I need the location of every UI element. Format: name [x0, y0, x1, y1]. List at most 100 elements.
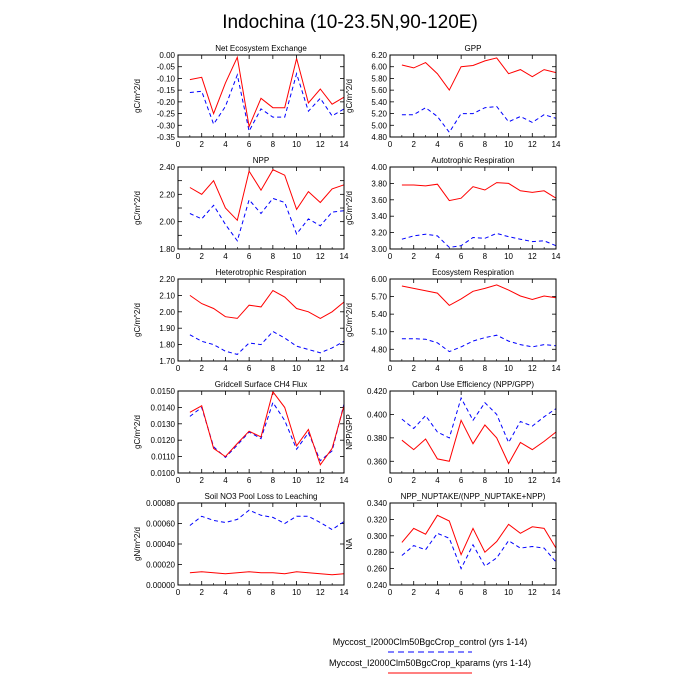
panel-9: NPP_NUPTAKE/(NPP_NUPTAKE+NPP) NA 0 2 4 6 8 10 12…: [345, 492, 561, 597]
x-tick-label: 4: [435, 476, 440, 485]
y-tick-label: 3.60: [371, 196, 387, 205]
x-tick-label: 2: [199, 252, 204, 261]
figure-title: Indochina (10-23.5N,90-120E): [222, 12, 478, 33]
y-tick-label: 0.320: [367, 515, 388, 524]
y-tick-label: -0.15: [157, 86, 176, 95]
y-tick-label: 4.80: [371, 133, 387, 142]
x-tick-label: 12: [528, 588, 537, 597]
plot-frame: [177, 390, 345, 474]
x-tick-label: 14: [340, 476, 349, 485]
plot-frame: [177, 54, 345, 138]
x-tick-label: 4: [223, 364, 228, 373]
x-tick-label: 6: [247, 588, 252, 597]
y-tick-label: 2.00: [159, 308, 175, 317]
x-tick-label: 12: [528, 364, 537, 373]
y-tick-label: 0.00000: [146, 581, 175, 590]
series-line-kparams: [189, 571, 345, 576]
y-tick-label: 0.0110: [151, 453, 175, 462]
y-tick-label: 0.0130: [151, 420, 176, 429]
series-line-kparams: [189, 169, 345, 222]
x-tick-label: 0: [176, 364, 181, 373]
y-tick-label: 2.00: [159, 218, 175, 227]
x-tick-label: 12: [528, 476, 537, 485]
plot-frame: [389, 502, 557, 586]
series-line-control: [401, 396, 557, 444]
y-tick-label: 0.00040: [146, 540, 175, 549]
plot-frame: [177, 278, 345, 362]
x-tick-label: 8: [483, 588, 488, 597]
x-tick-label: 8: [483, 476, 488, 485]
x-tick-label: 6: [459, 140, 464, 149]
y-tick-label: 3.80: [371, 179, 387, 188]
x-tick-label: 6: [247, 140, 252, 149]
x-tick-label: 6: [459, 588, 464, 597]
y-tick-label: 1.80: [159, 245, 175, 254]
legend-label-control: Myccost_I2000Clm50BgcCrop_control (yrs 1…: [333, 637, 528, 647]
x-tick-label: 6: [459, 364, 464, 373]
plot-frame: [389, 166, 557, 250]
y-tick-label: 0.00080: [146, 499, 175, 508]
y-tick-label: -0.30: [157, 121, 176, 130]
x-tick-label: 10: [292, 476, 301, 485]
y-tick-label: 5.80: [371, 74, 387, 83]
series-line-kparams: [401, 284, 557, 307]
panel-title: NPP: [253, 156, 269, 165]
panel-6: Gridcell Surface CH4 Flux gC/m^2/d 0 2 4 6 8 10…: [133, 380, 349, 485]
y-tick-label: 4.80: [371, 345, 387, 354]
panel-3: Autotrophic Respiration gC/m^2/d 0 2 4 6 8 10 12…: [345, 156, 561, 261]
x-tick-label: 8: [483, 364, 488, 373]
series-line-kparams: [401, 514, 557, 557]
x-tick-label: 14: [552, 364, 561, 373]
x-tick-label: 4: [435, 588, 440, 597]
x-tick-label: 0: [388, 140, 393, 149]
x-tick-label: 2: [411, 140, 416, 149]
y-tick-label: 0.340: [367, 499, 388, 508]
y-tick-label: 5.40: [371, 310, 387, 319]
y-tick-label: 1.80: [159, 341, 175, 350]
y-tick-label: 5.60: [371, 86, 387, 95]
y-tick-label: 0.0120: [151, 436, 176, 445]
plot-frame: [389, 390, 557, 474]
x-tick-label: 6: [247, 252, 252, 261]
panels-group: Net Ecosystem Exchange gC/m^2/d 0 2 4 6 8 10 12 1…: [133, 44, 561, 597]
x-tick-label: 6: [459, 252, 464, 261]
series-line-kparams: [189, 289, 345, 319]
x-tick-label: 0: [388, 476, 393, 485]
x-tick-label: 8: [483, 252, 488, 261]
y-tick-label: 1.70: [159, 357, 175, 366]
y-axis-label: gC/m^2/d: [345, 303, 354, 337]
panel-title: Autotrophic Respiration: [431, 156, 514, 165]
y-tick-label: 0.00020: [146, 561, 175, 570]
x-tick-label: 14: [552, 140, 561, 149]
x-tick-label: 4: [223, 588, 228, 597]
panel-title: Net Ecosystem Exchange: [215, 44, 307, 53]
y-axis-label: gC/m^2/d: [345, 191, 354, 225]
panel-title: Heterotrophic Respiration: [216, 268, 307, 277]
series-line-kparams: [189, 390, 345, 466]
x-tick-label: 14: [340, 140, 349, 149]
x-tick-label: 0: [388, 588, 393, 597]
x-tick-label: 12: [528, 140, 537, 149]
series-line-control: [401, 232, 557, 248]
legend-label-kparams: Myccost_I2000Clm50BgcCrop_kparams (yrs 1…: [329, 658, 531, 668]
y-tick-label: 0.00: [159, 51, 175, 60]
x-tick-label: 2: [411, 588, 416, 597]
y-tick-label: 0.420: [367, 387, 388, 396]
x-tick-label: 10: [292, 252, 301, 261]
y-tick-label: 5.00: [371, 121, 387, 130]
y-tick-label: 0.280: [367, 548, 388, 557]
y-tick-label: -0.10: [157, 74, 176, 83]
y-tick-label: -0.35: [157, 133, 176, 142]
y-tick-label: -0.20: [157, 98, 176, 107]
y-tick-label: 0.0100: [151, 469, 176, 478]
x-tick-label: 0: [176, 476, 181, 485]
series-line-kparams: [189, 55, 345, 129]
plot-frame: [389, 54, 557, 138]
y-tick-label: 5.10: [371, 328, 387, 337]
y-axis-label: NA: [345, 538, 354, 550]
y-axis-label: gC/m^2/d: [133, 79, 142, 113]
x-tick-label: 2: [199, 364, 204, 373]
y-tick-label: -0.25: [157, 110, 176, 119]
series-line-control: [189, 71, 345, 133]
series-line-control: [189, 509, 345, 531]
